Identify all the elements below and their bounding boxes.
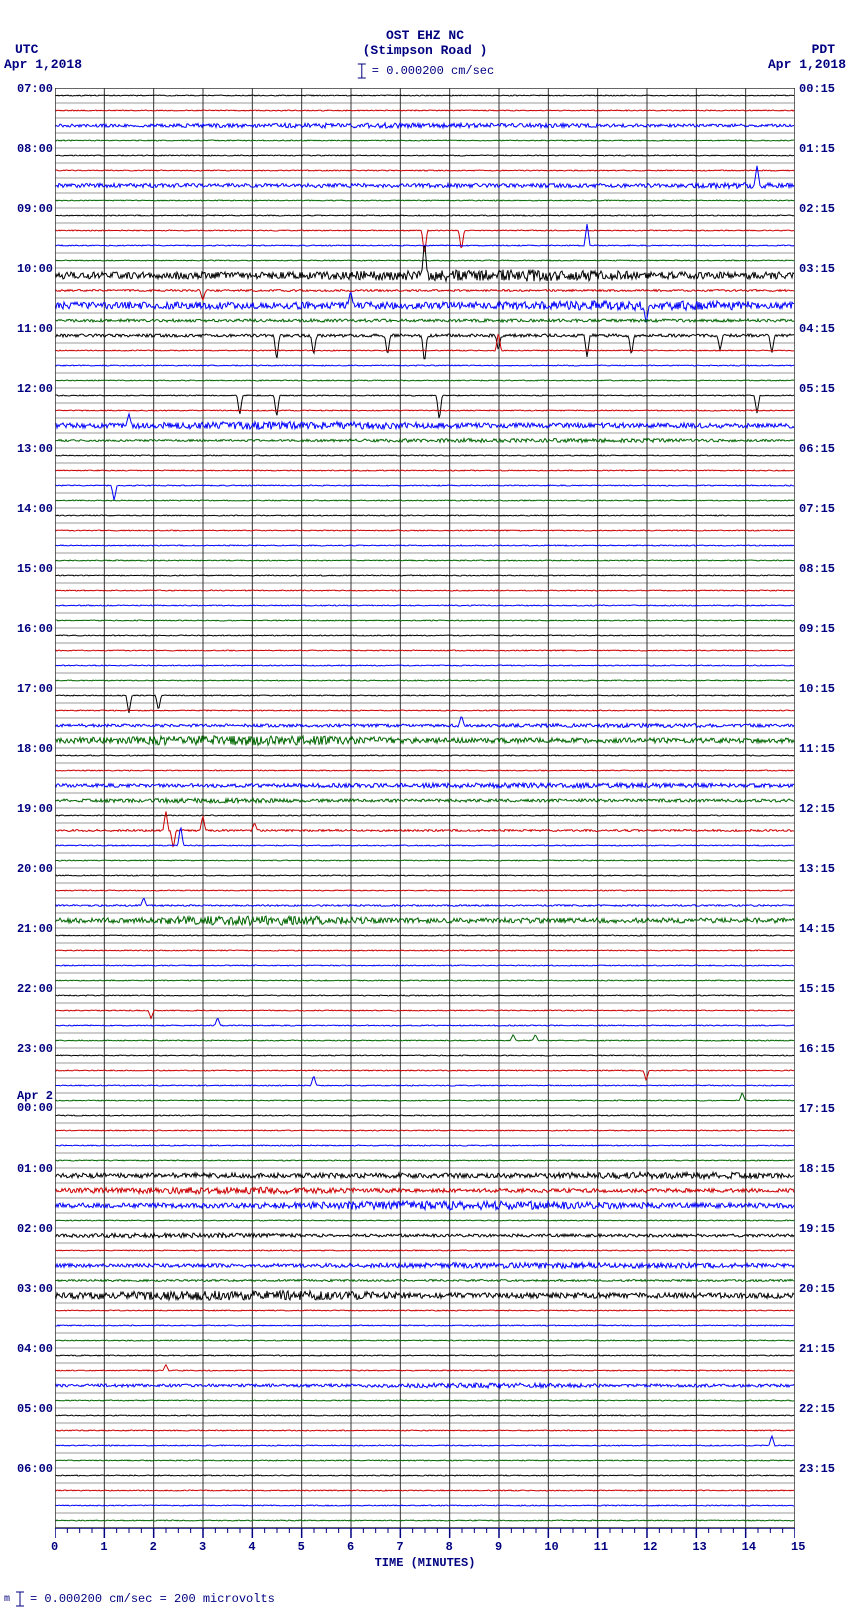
x-tick-label: 8 <box>446 1540 453 1554</box>
left-time-label: 11:00 <box>17 322 53 336</box>
right-time-label: 17:15 <box>799 1102 835 1116</box>
x-tick-label: 10 <box>544 1540 558 1554</box>
x-axis-label: TIME (MINUTES) <box>375 1556 476 1570</box>
right-time-label: 01:15 <box>799 142 835 156</box>
plot-area <box>55 88 795 1528</box>
right-time-label: 07:15 <box>799 502 835 516</box>
left-time-label: 02:00 <box>17 1222 53 1236</box>
scale-bar-icon <box>356 62 368 80</box>
left-time-label: 20:00 <box>17 862 53 876</box>
header: OST EHZ NC (Stimpson Road ) = 0.000200 c… <box>0 0 850 88</box>
left-time-label: 21:00 <box>17 922 53 936</box>
left-time-label: 14:00 <box>17 502 53 516</box>
right-time-label: 05:15 <box>799 382 835 396</box>
right-time-label: 12:15 <box>799 802 835 816</box>
right-time-label: 09:15 <box>799 622 835 636</box>
x-tick-label: 2 <box>150 1540 157 1554</box>
left-time-label: 23:00 <box>17 1042 53 1056</box>
x-tick-label: 3 <box>199 1540 206 1554</box>
right-time-label: 15:15 <box>799 982 835 996</box>
x-tick-label: 9 <box>495 1540 502 1554</box>
x-tick-label: 4 <box>248 1540 255 1554</box>
x-tick-label: 7 <box>396 1540 403 1554</box>
x-tick-label: 5 <box>298 1540 305 1554</box>
left-time-label: 07:00 <box>17 82 53 96</box>
left-tz-label: UTC <box>15 42 38 57</box>
right-time-label: 04:15 <box>799 322 835 336</box>
seismogram-svg <box>55 88 795 1528</box>
station-title-line2: (Stimpson Road ) <box>363 43 488 58</box>
left-time-label: 05:00 <box>17 1402 53 1416</box>
left-time-label: 17:00 <box>17 682 53 696</box>
left-time-label: 01:00 <box>17 1162 53 1176</box>
left-time-label: 18:00 <box>17 742 53 756</box>
right-time-label: 14:15 <box>799 922 835 936</box>
scale-text: = 0.000200 cm/sec <box>372 64 494 78</box>
x-tick-label: 12 <box>643 1540 657 1554</box>
x-axis-ticks-svg <box>55 1528 795 1548</box>
right-time-label: 10:15 <box>799 682 835 696</box>
station-title-line1: OST EHZ NC <box>386 28 464 43</box>
x-tick-label: 1 <box>100 1540 107 1554</box>
right-time-label: 23:15 <box>799 1462 835 1476</box>
x-tick-label: 6 <box>347 1540 354 1554</box>
x-tick-label: 14 <box>742 1540 756 1554</box>
x-tick-label: 13 <box>692 1540 706 1554</box>
left-time-label: 03:00 <box>17 1282 53 1296</box>
footer-scale-note: m = 0.000200 cm/sec = 200 microvolts <box>4 1590 275 1608</box>
left-time-label: 15:00 <box>17 562 53 576</box>
right-time-label: 06:15 <box>799 442 835 456</box>
right-time-label: 19:15 <box>799 1222 835 1236</box>
left-time-label: 04:00 <box>17 1342 53 1356</box>
right-time-label: 02:15 <box>799 202 835 216</box>
right-time-label: 22:15 <box>799 1402 835 1416</box>
left-time-label: 16:00 <box>17 622 53 636</box>
seismogram-container: OST EHZ NC (Stimpson Road ) = 0.000200 c… <box>0 0 850 1613</box>
right-time-label: 20:15 <box>799 1282 835 1296</box>
x-tick-label: 11 <box>594 1540 608 1554</box>
scale-indicator: = 0.000200 cm/sec <box>356 62 494 80</box>
left-time-label: 06:00 <box>17 1462 53 1476</box>
x-tick-label: 15 <box>791 1540 805 1554</box>
left-time-label: 10:00 <box>17 262 53 276</box>
right-time-label: 16:15 <box>799 1042 835 1056</box>
left-time-label: 19:00 <box>17 802 53 816</box>
x-tick-label: 0 <box>51 1540 58 1554</box>
right-time-label: 18:15 <box>799 1162 835 1176</box>
right-time-label: 13:15 <box>799 862 835 876</box>
right-tz-label: PDT <box>812 42 835 57</box>
left-date: Apr 1,2018 <box>4 57 82 72</box>
left-time-label: 08:00 <box>17 142 53 156</box>
left-time-label: 09:00 <box>17 202 53 216</box>
right-date: Apr 1,2018 <box>768 57 846 72</box>
footer-scale-bar-icon <box>14 1590 26 1608</box>
x-axis: 0123456789101112131415 TIME (MINUTES) <box>55 1528 795 1568</box>
right-time-label: 21:15 <box>799 1342 835 1356</box>
right-time-label: 08:15 <box>799 562 835 576</box>
right-time-label: 03:15 <box>799 262 835 276</box>
right-time-label: 00:15 <box>799 82 835 96</box>
footer-scale-text: = 0.000200 cm/sec = 200 microvolts <box>30 1592 275 1606</box>
left-time-label: 13:00 <box>17 442 53 456</box>
right-time-label: 11:15 <box>799 742 835 756</box>
left-time-label: 12:00 <box>17 382 53 396</box>
left-time-label: 22:00 <box>17 982 53 996</box>
left-time-label: Apr 200:00 <box>17 1090 53 1114</box>
